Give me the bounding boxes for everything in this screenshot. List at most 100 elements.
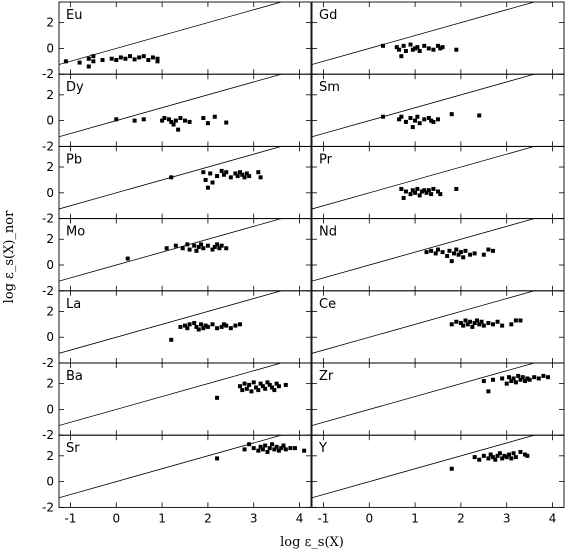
data-point-y [493, 457, 498, 462]
panel-frame-ce [311, 290, 565, 364]
data-point-gd [440, 45, 445, 50]
panel-frame-mo [58, 218, 312, 292]
data-point-zr [523, 379, 528, 384]
data-point-mo [173, 243, 178, 248]
data-point-ba [270, 385, 275, 390]
data-point-eu [150, 55, 155, 60]
data-point-y [486, 456, 491, 461]
data-point-sr [288, 446, 293, 451]
data-point-ba [240, 388, 245, 393]
data-point-pb [203, 177, 208, 182]
data-point-nd [461, 255, 466, 260]
data-point-sm [477, 113, 482, 118]
panel-label-sr: Sr [66, 441, 80, 456]
data-point-nd [472, 251, 477, 256]
data-point-pr [401, 195, 406, 200]
y-tick-label: 2 [46, 160, 54, 174]
data-point-sm [408, 116, 413, 121]
data-point-gd [422, 43, 427, 48]
data-point-eu [123, 56, 128, 61]
x-tick-label: 2 [204, 511, 212, 525]
data-point-dy [171, 122, 176, 127]
data-point-mo [219, 243, 224, 248]
data-point-eu [118, 55, 123, 60]
data-point-dy [178, 116, 183, 121]
data-point-y [509, 456, 514, 461]
data-point-zr [507, 375, 512, 380]
data-point-la [185, 326, 190, 331]
data-point-pb [224, 170, 229, 175]
identity-line-pb [59, 146, 283, 210]
data-point-ce [513, 318, 518, 323]
data-point-gd [454, 47, 459, 52]
data-point-eu [86, 64, 91, 69]
panel-label-eu: Eu [66, 8, 82, 23]
data-point-eu [86, 56, 91, 61]
data-point-zr [481, 379, 486, 384]
x-tick-label: 3 [503, 511, 511, 525]
data-point-pb [221, 172, 226, 177]
data-point-gd [381, 43, 386, 48]
data-point-sr [274, 444, 279, 449]
panel-label-nd: Nd [319, 225, 337, 240]
data-point-mo [210, 247, 215, 252]
data-point-nd [440, 250, 445, 255]
identity-line-eu [59, 2, 283, 65]
data-point-y [511, 451, 516, 456]
data-point-zr [532, 375, 537, 380]
data-point-mo [224, 246, 229, 251]
data-point-nd [445, 253, 450, 258]
data-point-gd [436, 43, 440, 48]
data-point-dy [187, 119, 192, 124]
data-point-y [513, 455, 518, 460]
data-point-la [237, 322, 242, 327]
x-tick-label: 4 [549, 511, 557, 525]
data-point-sm [410, 125, 415, 130]
data-point-mo [180, 246, 185, 251]
data-point-pr [438, 192, 443, 197]
data-point-dy [114, 117, 119, 122]
y-tick-label: 0 [46, 258, 54, 272]
data-point-dy [166, 117, 171, 122]
x-tick-label: 2 [457, 511, 465, 525]
data-point-la [233, 323, 238, 328]
data-point-mo [199, 242, 204, 247]
data-point-pb [256, 170, 261, 175]
panel-frame-gd [311, 1, 565, 75]
x-tick-label: -1 [317, 511, 329, 525]
data-point-mo [164, 246, 169, 251]
data-point-la [201, 326, 206, 331]
data-point-y [449, 466, 454, 471]
data-point-sm [429, 118, 434, 123]
data-point-sr [256, 448, 261, 453]
data-point-zr [541, 373, 546, 378]
data-point-y [504, 455, 509, 460]
data-point-ce [470, 324, 475, 329]
data-point-sm [436, 117, 440, 122]
data-point-gd [413, 46, 418, 51]
identity-line-sr [59, 435, 283, 499]
data-point-eu [109, 56, 114, 61]
data-point-nd [456, 252, 461, 257]
data-point-zr [490, 377, 495, 382]
data-point-nd [429, 248, 434, 253]
data-point-y [525, 453, 530, 458]
data-point-eu [91, 54, 96, 59]
y-tick-label: -2 [42, 356, 54, 370]
data-point-mo [194, 248, 199, 253]
data-point-pr [429, 192, 434, 197]
x-tick-label: 1 [158, 511, 166, 525]
data-point-ce [477, 322, 482, 327]
panel-frame-pb [58, 145, 312, 220]
x-tick-label: 4 [296, 511, 304, 525]
data-point-zr [545, 375, 550, 380]
data-point-la [183, 323, 187, 328]
data-point-zr [536, 376, 541, 381]
panel-label-ce: Ce [319, 297, 336, 312]
panel-label-y: Y [318, 441, 327, 456]
data-point-sr [283, 447, 288, 452]
data-point-ba [267, 382, 272, 387]
data-point-dy [176, 127, 181, 132]
y-tick-label: 0 [46, 330, 54, 344]
data-point-pr [415, 186, 420, 191]
